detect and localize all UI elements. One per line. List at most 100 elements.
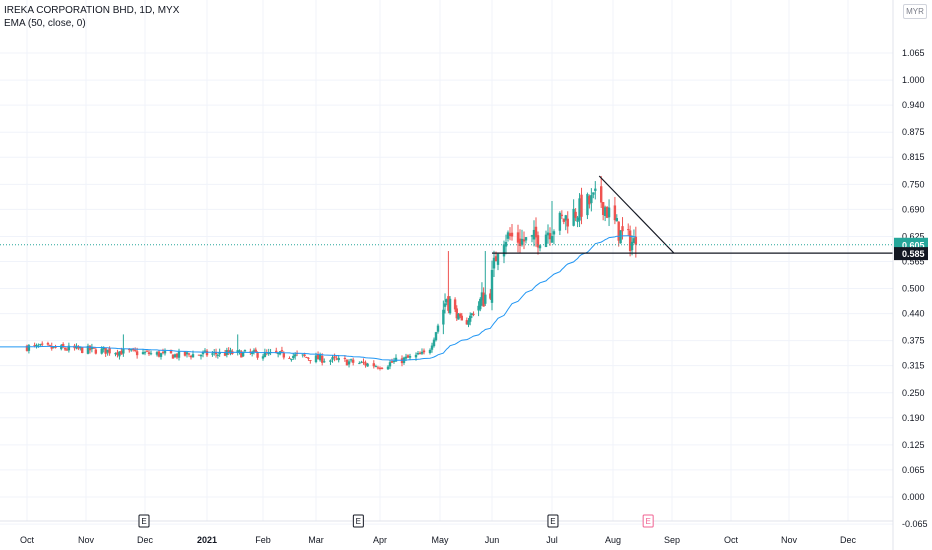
candle-body <box>564 215 567 221</box>
candle-body <box>422 350 426 353</box>
candle-body <box>504 241 508 247</box>
candle-body <box>546 232 550 236</box>
candle-body <box>416 353 420 355</box>
candle-body <box>241 352 245 357</box>
candle-body <box>482 292 485 307</box>
candle-body <box>460 315 464 321</box>
y-tick-label: 0.315 <box>902 361 925 371</box>
candle-body <box>102 347 105 350</box>
candle-body <box>619 230 622 244</box>
candle-body <box>443 303 447 307</box>
candle-body <box>223 352 227 356</box>
y-tick-label: 0.815 <box>902 152 925 162</box>
candle-body <box>617 221 620 241</box>
candle-body <box>318 354 322 361</box>
x-tick-label: Oct <box>724 535 739 545</box>
candle-body <box>104 347 107 354</box>
y-tick-label: 0.940 <box>902 100 925 110</box>
y-tick-label: 1.065 <box>902 48 925 58</box>
candle-body <box>157 351 161 357</box>
candle-body <box>360 361 363 363</box>
candle-body <box>378 367 382 369</box>
line-price-label-bg <box>894 247 928 261</box>
candle-body <box>214 352 218 355</box>
candle-body <box>216 354 220 356</box>
candle-body <box>114 353 117 355</box>
candle-body <box>613 205 617 221</box>
descending-trendline[interactable] <box>598 175 675 254</box>
candle-body <box>414 354 418 358</box>
candle-body <box>135 351 139 356</box>
y-tick-label: 0.875 <box>902 127 925 137</box>
candle-body <box>133 349 137 351</box>
symbol-title[interactable]: IREKA CORPORATION BHD, 1D, MYX <box>4 5 180 16</box>
x-tick-label: Feb <box>255 535 271 545</box>
candle-body <box>187 353 191 355</box>
candle-body <box>149 353 153 355</box>
currency-label[interactable]: MYR <box>903 4 927 19</box>
candle-body <box>100 348 103 354</box>
candle-body <box>386 366 390 370</box>
candle-body <box>199 355 203 357</box>
candle-body <box>510 232 514 237</box>
candle-body <box>227 350 230 354</box>
candle-body <box>448 298 452 314</box>
candle-body <box>630 241 634 251</box>
y-tick-label: 1.000 <box>902 75 925 85</box>
candle-body <box>436 325 440 332</box>
chart-legend: IREKA CORPORATION BHD, 1D, MYX EMA (50, … <box>4 4 179 30</box>
x-tick-label: May <box>431 535 449 545</box>
candle-body <box>309 359 312 361</box>
candle-body <box>374 366 378 368</box>
candle-body <box>25 345 29 351</box>
candle-body <box>347 361 351 365</box>
candle-body <box>376 367 380 369</box>
candle-body <box>197 354 201 356</box>
candle-body <box>185 352 189 355</box>
candle-body <box>63 348 67 350</box>
candle-body <box>201 352 205 355</box>
candle-body <box>303 354 306 356</box>
candle-body <box>54 346 57 348</box>
y-tick-label: 0.065 <box>902 465 925 475</box>
candle-body <box>536 235 540 248</box>
candle-body <box>576 217 579 222</box>
candle-body <box>67 345 71 351</box>
earnings-marker-icon <box>547 514 559 528</box>
x-tick-label: Dec <box>137 535 154 545</box>
candle-body <box>479 298 482 310</box>
candle-body <box>372 363 376 367</box>
candle-body <box>453 299 457 310</box>
candle-body <box>530 235 534 237</box>
candle-body <box>50 345 53 349</box>
candle-body <box>145 350 149 352</box>
candle-body <box>406 355 410 358</box>
candlestick-series <box>25 175 638 371</box>
candle-body <box>205 350 209 356</box>
candle-body <box>615 218 619 222</box>
candle-body <box>86 345 90 354</box>
line-price-label: 0.585 <box>902 249 925 259</box>
candle-body <box>175 353 179 358</box>
candle-body <box>364 362 367 366</box>
candle-body <box>544 234 548 247</box>
candle-body <box>94 349 98 354</box>
candle-body <box>418 352 422 355</box>
earnings-marker-icon <box>352 514 364 528</box>
candle-body <box>408 355 412 358</box>
candle-body <box>320 355 324 363</box>
candle-body <box>634 236 638 245</box>
candle-body <box>169 349 173 354</box>
ema-indicator-label[interactable]: EMA (50, close, 0) <box>4 18 86 29</box>
candle-body <box>183 351 187 356</box>
candle-body <box>203 350 207 352</box>
candle-body <box>586 194 589 216</box>
candle-body <box>605 207 609 218</box>
earnings-marker-icon <box>138 514 150 528</box>
candle-body <box>261 356 265 359</box>
candle-body <box>27 345 31 351</box>
candle-body <box>177 351 181 358</box>
x-tick-label: Jun <box>485 535 500 545</box>
candle-body <box>445 299 448 303</box>
